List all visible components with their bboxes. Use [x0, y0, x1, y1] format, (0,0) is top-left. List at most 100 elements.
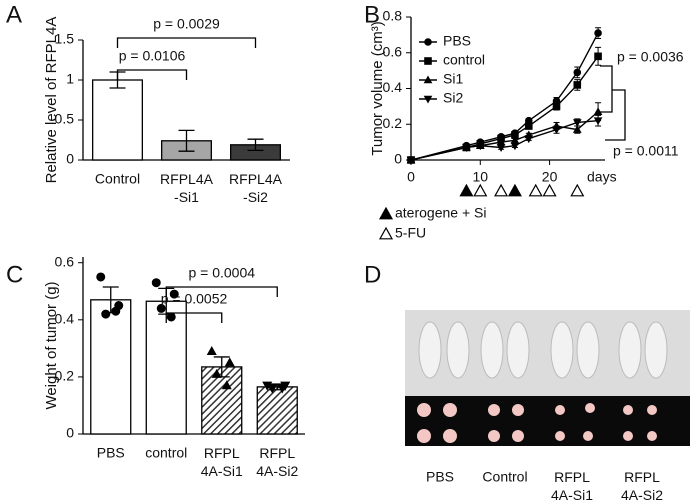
marker — [378, 226, 394, 240]
marker — [473, 183, 488, 197]
x-axis-label: days — [587, 169, 617, 185]
annotation: p = 0.0029 — [153, 16, 220, 32]
marker — [572, 119, 582, 127]
y-tick-label: 0.2 — [383, 115, 403, 131]
marker — [570, 183, 585, 197]
marker — [552, 126, 561, 135]
x-tick-label: RFPL4A-Si2 — [229, 171, 283, 205]
marker — [406, 156, 416, 165]
y-tick-label: 0.4 — [55, 311, 75, 327]
panel-letter: A — [6, 1, 22, 28]
marker — [459, 183, 474, 197]
y-tick-label: 0.6 — [383, 43, 403, 59]
y-axis-label: Relative level of RFPL4A — [43, 17, 60, 184]
marker — [475, 142, 485, 151]
y-tick-label: 0.5 — [55, 111, 75, 127]
bar — [90, 299, 132, 435]
annotation: p = 0.0036 — [617, 49, 684, 65]
legend-label: PBS — [443, 33, 471, 49]
y-tick-label: 0 — [66, 425, 74, 441]
bar — [145, 300, 187, 435]
marker — [507, 183, 522, 197]
x-tick-label: Control — [95, 171, 140, 187]
marker — [221, 380, 232, 390]
marker — [524, 122, 533, 130]
error-bar — [178, 129, 195, 152]
y-axis-label: Tumor volume (cm³) — [369, 21, 386, 155]
marker — [224, 357, 235, 367]
marker — [101, 309, 111, 319]
marker — [96, 272, 106, 282]
marker — [594, 52, 602, 61]
x-tick-label: PBS — [97, 445, 125, 461]
bracket — [116, 37, 257, 48]
y-axis-label: Weight of tumor (g) — [43, 281, 60, 409]
marker — [151, 278, 161, 288]
marker — [423, 95, 433, 104]
marker — [572, 125, 582, 133]
legend-label: Si2 — [443, 90, 463, 106]
annotation: p = 0.0004 — [188, 265, 255, 281]
y-tick-label: 0 — [66, 151, 74, 167]
marker — [277, 384, 288, 394]
annotation: p = 0.0106 — [119, 48, 186, 64]
bracket — [165, 286, 278, 297]
marker — [524, 135, 534, 144]
photo — [405, 310, 690, 446]
marker — [542, 183, 557, 197]
annotation: p = 0.0052 — [161, 291, 228, 307]
marker — [166, 312, 176, 322]
marker — [462, 144, 471, 153]
marker — [424, 57, 432, 65]
marker — [267, 384, 278, 394]
marker — [156, 303, 166, 313]
annotation: p = 0.0011 — [613, 143, 679, 159]
bar — [256, 386, 298, 435]
marker — [496, 144, 506, 153]
treatment-label: aterogene + Si — [395, 205, 486, 221]
x-tick-label: control — [145, 445, 187, 461]
bar — [92, 79, 143, 161]
y-tick-label: 1.5 — [55, 31, 75, 47]
marker — [594, 29, 602, 37]
y-tick-label: 0.6 — [55, 253, 75, 269]
bracket — [605, 89, 626, 141]
treatment-label: 5-FU — [395, 225, 426, 241]
y-tick-label: 0.2 — [55, 368, 75, 384]
photo-label: RFPL 4A-Si1 — [551, 469, 593, 503]
marker — [593, 117, 603, 126]
marker — [510, 142, 520, 151]
error-bar — [247, 138, 264, 152]
legend-label: Si1 — [443, 71, 463, 87]
bracket — [116, 69, 188, 80]
panel-letter: D — [364, 261, 381, 288]
marker — [423, 75, 433, 84]
x-tick-label: 10 — [472, 169, 488, 185]
x-tick-label: RFPL4A-Si1 — [160, 171, 214, 205]
x-tick-label: 0 — [407, 169, 415, 185]
y-tick-label: 0 — [394, 151, 402, 167]
marker — [206, 345, 217, 356]
photo-label: PBS — [426, 469, 454, 485]
marker — [378, 206, 394, 220]
y-tick-label: 0.4 — [383, 79, 403, 95]
photo-label: Control — [482, 469, 527, 485]
marker — [593, 107, 603, 115]
marker — [169, 289, 179, 299]
bracket — [165, 312, 223, 323]
photo-label: RFPL 4A-Si2 — [621, 469, 663, 503]
marker — [111, 306, 121, 316]
legend-label: control — [443, 52, 485, 68]
y-tick-label: 1 — [66, 71, 74, 87]
panel-letter: C — [6, 261, 23, 288]
bracket — [600, 65, 613, 113]
panel-letter: B — [364, 1, 380, 28]
y-tick-label: 0.8 — [383, 8, 403, 24]
marker — [528, 183, 543, 197]
marker — [573, 68, 582, 77]
marker — [573, 81, 582, 89]
x-tick-label: 20 — [542, 169, 558, 185]
